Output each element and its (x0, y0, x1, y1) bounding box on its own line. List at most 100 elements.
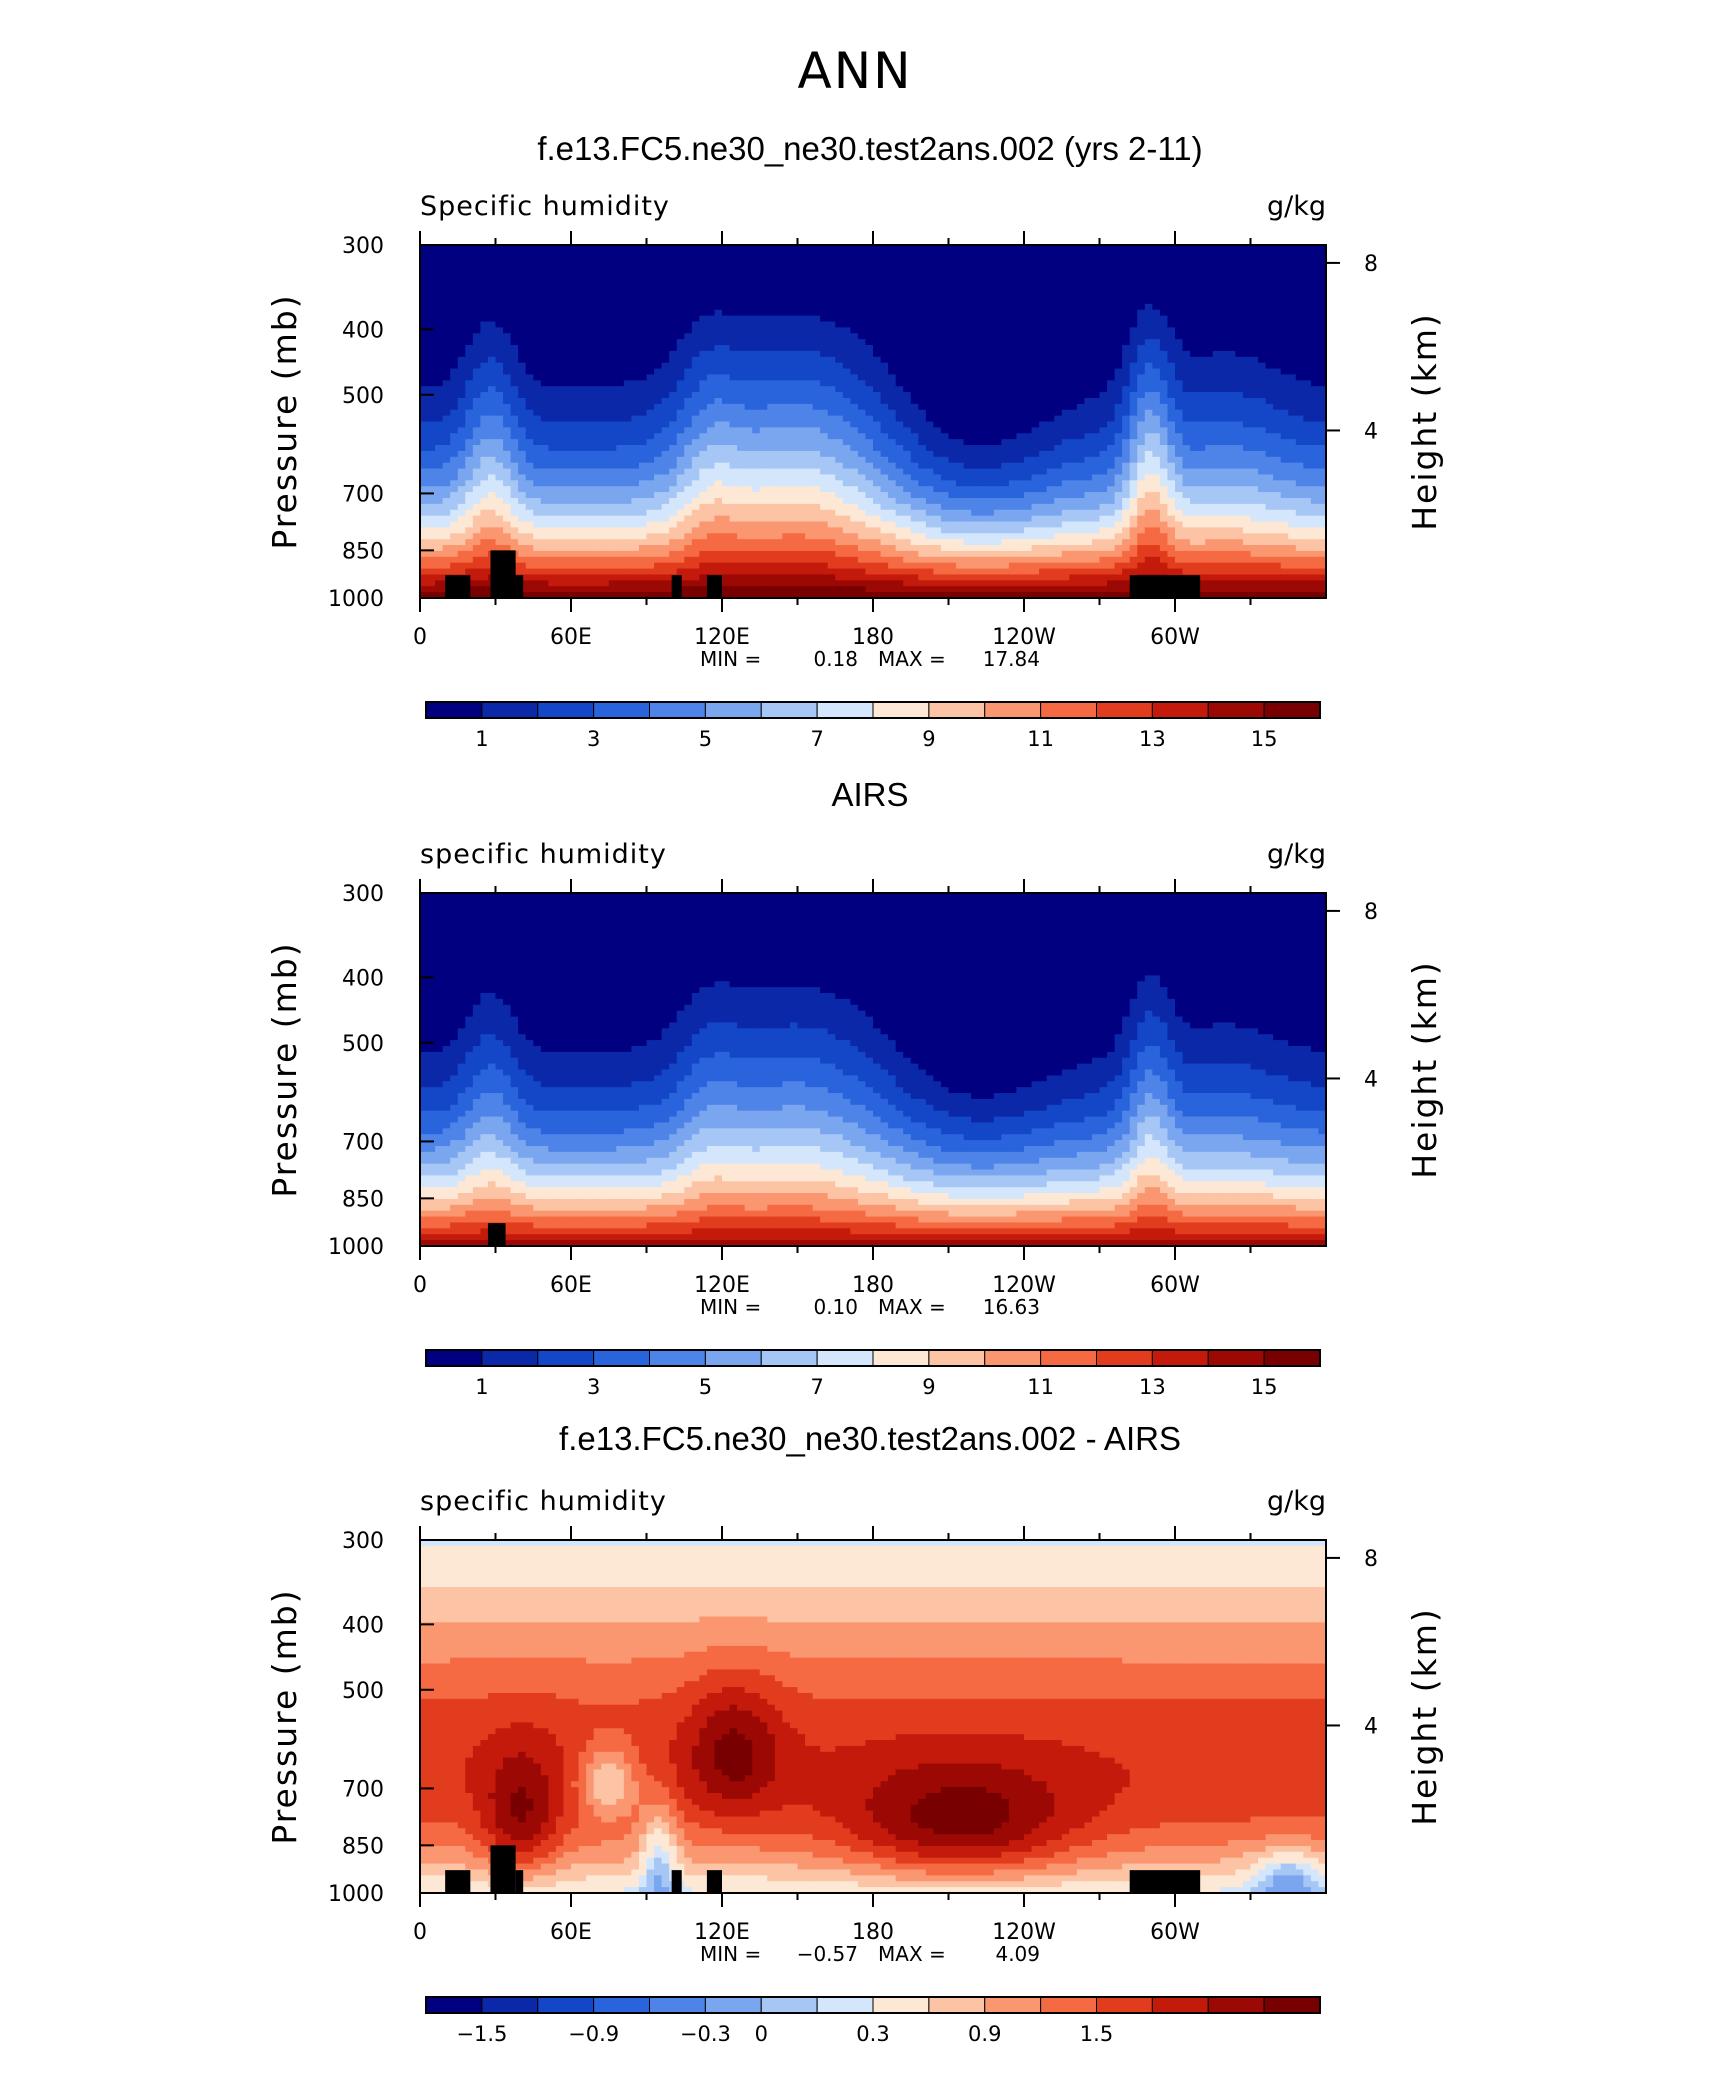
contour-cell (1159, 356, 1169, 364)
contour-cell (578, 386, 587, 393)
contour-cell (623, 286, 632, 293)
contour-cell (420, 309, 429, 317)
contour-cell (1152, 262, 1161, 270)
contour-cell (842, 268, 851, 276)
contour-cell (971, 374, 980, 381)
contour-cell (903, 468, 912, 476)
contour-cell (1303, 256, 1312, 264)
contour-cell (993, 262, 1002, 270)
contour-cell (1099, 409, 1108, 417)
contour-cell (759, 450, 768, 458)
contour-cell (910, 468, 919, 476)
contour-cell (563, 327, 572, 334)
contour-cell (1054, 245, 1063, 252)
contour-cell (1205, 462, 1214, 470)
contour-cell (1258, 245, 1267, 252)
contour-cell (1197, 368, 1206, 376)
contour-cell (608, 374, 617, 381)
contour-cell (593, 374, 602, 381)
contour-cell (1212, 321, 1221, 328)
contour-cell (1190, 409, 1199, 417)
contour-cell (1054, 415, 1063, 423)
contour-cell (699, 250, 708, 258)
contour-cell (1159, 409, 1169, 417)
contour-cell (1061, 462, 1070, 470)
contour-cell (571, 386, 580, 393)
contour-cell (797, 445, 806, 452)
contour-cell (722, 433, 731, 440)
contour-cell (571, 456, 580, 464)
contour-cell (782, 315, 791, 323)
contour-cell (638, 456, 648, 464)
contour-cell (503, 468, 512, 476)
contour-cell (857, 333, 867, 340)
contour-cell (986, 427, 995, 434)
contour-cell (827, 256, 836, 264)
contour-cell (480, 321, 489, 328)
contour-cell (563, 403, 572, 411)
contour-cell (1046, 315, 1055, 323)
contour-cell (797, 286, 806, 293)
contour-cell (714, 421, 723, 428)
contour-cell (661, 380, 670, 387)
contour-cell (797, 427, 806, 434)
contour-cell (571, 380, 580, 387)
contour-cell (586, 321, 595, 328)
contour-cell (948, 333, 957, 340)
contour-cell (1273, 345, 1282, 352)
contour-cell (986, 333, 995, 340)
contour-cell (729, 297, 738, 305)
contour-cell (623, 280, 632, 287)
contour-cell (1054, 350, 1063, 358)
contour-cell (1220, 439, 1229, 446)
contour-cell (1099, 292, 1108, 299)
contour-cell (1197, 309, 1206, 317)
contour-cell (940, 262, 950, 270)
contour-cell (480, 480, 489, 487)
contour-cell (450, 345, 459, 352)
contour-cell (910, 403, 919, 411)
contour-cell (563, 468, 572, 476)
contour-cell (435, 339, 444, 346)
contour-cell (918, 297, 927, 305)
contour-cell (623, 327, 632, 334)
contour-cell (563, 256, 572, 264)
contour-cell (842, 403, 851, 411)
contour-cell (850, 250, 859, 258)
contour-cell (1061, 256, 1070, 264)
contour-cell (925, 345, 934, 352)
contour-cell (548, 386, 557, 393)
contour-cell (752, 292, 761, 299)
contour-cell (669, 297, 678, 305)
contour-cell (601, 374, 610, 381)
contour-cell (1144, 433, 1153, 440)
contour-cell (910, 321, 919, 328)
contour-cell (1114, 339, 1123, 346)
contour-cell (918, 333, 927, 340)
contour-cell (654, 480, 663, 487)
contour-cell (1114, 392, 1123, 399)
contour-cell (450, 250, 459, 258)
contour-cell (1152, 274, 1161, 281)
contour-cell (737, 397, 746, 405)
contour-cell (978, 480, 987, 487)
contour-cell (1001, 303, 1010, 311)
contour-cell (555, 303, 565, 311)
contour-cell (1091, 274, 1101, 281)
contour-cell (684, 274, 693, 281)
contour-cell (525, 403, 534, 411)
contour-cell (1318, 297, 1326, 305)
contour-cell (661, 486, 670, 493)
contour-cell (1008, 268, 1018, 276)
contour-cell (812, 403, 821, 411)
contour-cell (873, 256, 882, 264)
contour-cell (442, 321, 451, 328)
contour-cell (857, 315, 867, 323)
contour-cell (1190, 380, 1199, 387)
contour-cell (1205, 397, 1214, 405)
contour-cell (752, 245, 761, 252)
contour-cell (495, 303, 504, 311)
contour-cell (450, 368, 459, 376)
contour-cell (805, 392, 814, 399)
contour-cell (1039, 339, 1048, 346)
